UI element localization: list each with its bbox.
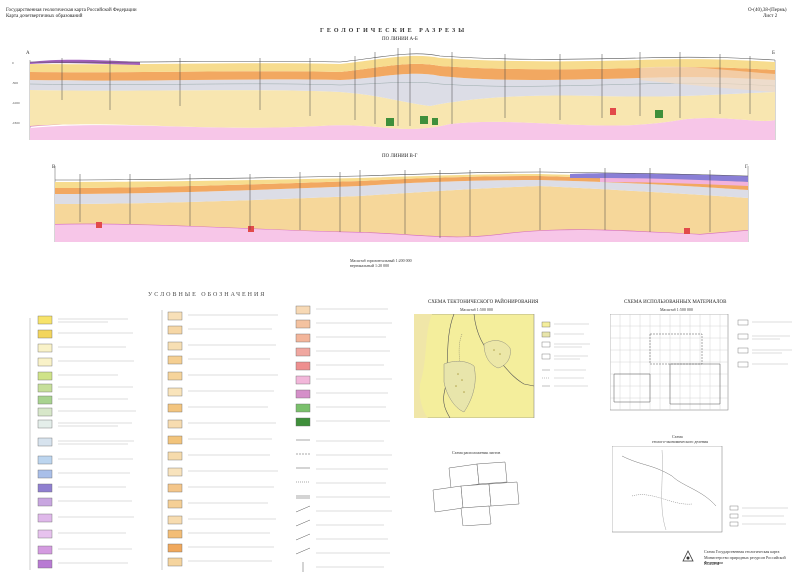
materials-scheme-title: СХЕМА ИСПОЛЬЗОВАННЫХ МАТЕРИАЛОВ (624, 300, 727, 305)
section-b-label: ПО ЛИНИИ В-Г (382, 154, 418, 159)
svg-text:-500: -500 (12, 81, 18, 85)
adjacent-sheets-title: Схема расположения листов (452, 450, 501, 455)
section-a-end: Б (772, 51, 775, 56)
svg-text:-1000: -1000 (12, 101, 20, 105)
geologic-section-v-g: В Г (52, 165, 749, 242)
legend-title: УСЛОВНЫЕ ОБОЗНАЧЕНИЯ (148, 292, 267, 298)
svg-text:0: 0 (12, 61, 14, 65)
footer-line1: Схема Государственная геологическая карт… (704, 549, 780, 554)
scale-note-1: Масштаб горизонтальный 1:200 000 (350, 258, 412, 263)
header-title-line2: Карта дочетвертичных образований (6, 14, 83, 19)
materials-scheme-map (610, 314, 792, 411)
zoning-title-line1: Схема (672, 434, 683, 439)
legend-column-1 (8, 300, 148, 578)
tectonic-scheme-map (414, 314, 590, 418)
section-a-label: ПО ЛИНИИ А-Б (382, 37, 418, 42)
scale-note-2: вертикальный 1:20 000 (350, 263, 390, 268)
geologic-section-a-b: 0 -500 -1000 -1500 А Б (12, 48, 776, 140)
header-sheet-code: О-(40),38-(Пермь) (748, 8, 787, 13)
section-b-start: В (52, 165, 56, 170)
section-a-start: А (26, 51, 30, 56)
svg-text:-1500: -1500 (12, 121, 20, 125)
tectonic-scheme-subtitle: Масштаб 1:500 000 (460, 307, 493, 312)
header-title-line1: Государственная геологическая карта Росс… (6, 8, 137, 13)
legend-column-2 (150, 300, 285, 578)
zoning-scheme-map (612, 446, 788, 533)
legend-column-3 (288, 300, 408, 578)
tectonic-scheme-title: СХЕМА ТЕКТОНИЧЕСКОГО РАЙОНИРОВАНИЯ (428, 300, 539, 305)
vsegei-logo-icon (681, 549, 695, 563)
sections-main-title: ГЕОЛОГИЧЕСКИЕ РАЗРЕЗЫ (320, 28, 468, 34)
header-sheet-number: Лист 2 (763, 14, 778, 19)
footer-line3: ВСЕГЕИ (704, 561, 720, 566)
footer-line2: Министерство природных ресурсов Российск… (704, 555, 786, 565)
section-b-end: Г (745, 165, 748, 170)
zoning-title-line2: геолого-экономического деления (652, 439, 709, 444)
materials-scheme-subtitle: Масштаб 1:500 000 (660, 307, 693, 312)
adjacent-sheets-diagram (432, 461, 520, 526)
